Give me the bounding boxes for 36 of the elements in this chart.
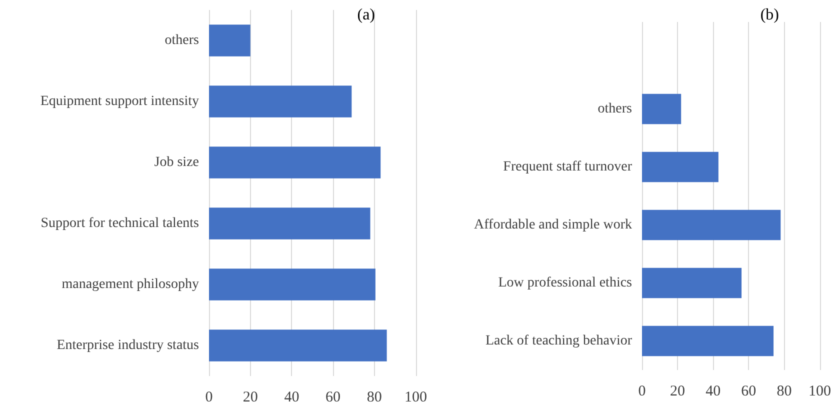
y-tick-label: Equipment support intensity — [40, 94, 199, 109]
x-tick-label: 40 — [706, 384, 721, 400]
bar — [642, 94, 682, 124]
bar — [209, 146, 381, 178]
y-tick-label: Job size — [154, 155, 199, 170]
bar — [642, 210, 781, 240]
x-tick-label: 60 — [741, 384, 756, 400]
y-tick-label: Enterprise industry status — [56, 338, 199, 353]
x-tick-label: 20 — [670, 384, 686, 400]
y-tick-label: others — [164, 33, 199, 48]
bar — [209, 268, 376, 300]
bar — [209, 330, 387, 362]
y-tick-label: Frequent staff turnover — [503, 160, 632, 174]
y-tick-label: management philosophy — [62, 277, 199, 292]
bar — [209, 86, 352, 118]
y-tick-label: Lack of teaching behavior — [485, 334, 632, 348]
chart-title: (b) — [760, 6, 779, 24]
chart-title: (a) — [357, 6, 376, 24]
y-tick-label: others — [598, 102, 632, 116]
y-tick-label: Low professional ethics — [498, 276, 632, 290]
x-tick-label: 60 — [326, 390, 341, 406]
x-tick-label: 40 — [284, 390, 300, 406]
y-tick-label: Support for technical talents — [40, 216, 199, 231]
x-tick-label: 0 — [638, 384, 646, 400]
bar — [642, 326, 774, 356]
y-tick-label: Affordable and simple work — [474, 218, 632, 232]
x-tick-label: 100 — [404, 390, 427, 406]
bar — [642, 152, 718, 182]
x-tick-label: 100 — [808, 384, 831, 400]
x-tick-label: 0 — [205, 390, 213, 406]
x-tick-label: 80 — [366, 390, 382, 406]
bar — [642, 268, 742, 298]
bar — [209, 208, 370, 240]
bar — [209, 24, 250, 56]
x-tick-label: 20 — [242, 390, 258, 406]
x-tick-label: 80 — [776, 384, 792, 400]
